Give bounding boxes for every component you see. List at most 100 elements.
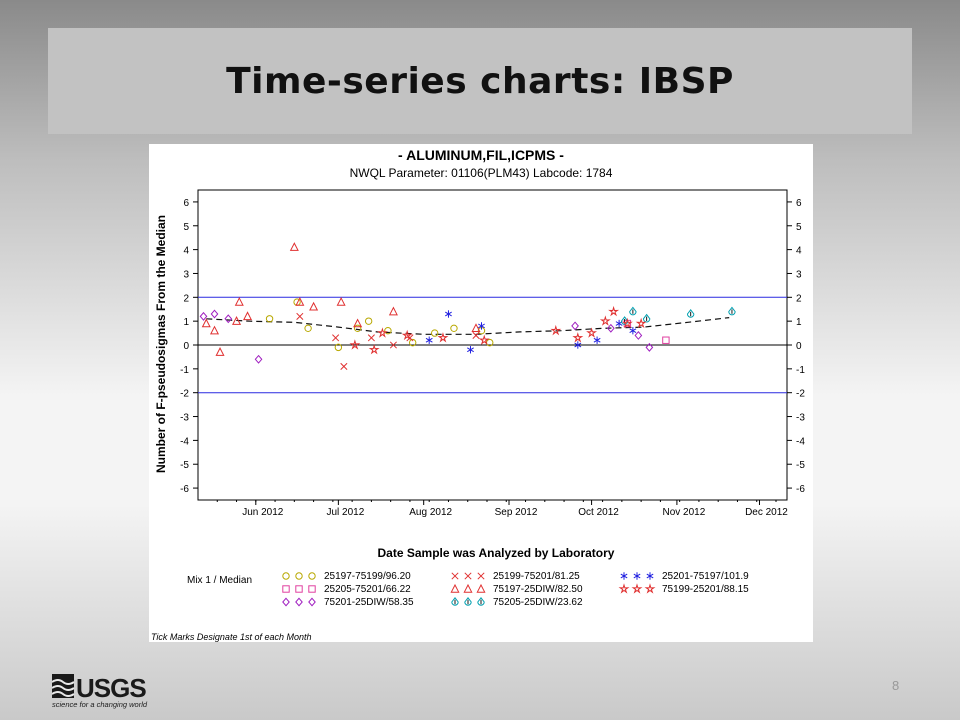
legend-marker (620, 572, 628, 580)
data-point (332, 334, 340, 342)
data-point (634, 330, 643, 340)
y-tick-label-left: 0 (183, 341, 189, 352)
data-point (599, 315, 611, 326)
legend-marker (308, 572, 316, 580)
data-point (384, 326, 392, 335)
data-point (209, 325, 220, 335)
x-tick-label: Dec 2012 (745, 507, 788, 518)
data-point (629, 306, 637, 316)
x-tick-label: Jul 2012 (326, 507, 364, 518)
legend-marker (646, 572, 654, 580)
x-axis-label: Date Sample was Analyzed by Laboratory (378, 546, 615, 560)
trend-line (206, 317, 730, 335)
data-point (388, 306, 398, 316)
x-tick-label: Oct 2012 (578, 507, 619, 518)
y-tick-label-right: 3 (796, 269, 802, 280)
legend-entry: 25205-75201/66.22 (324, 584, 411, 595)
data-point (401, 329, 413, 341)
y-tick-label-left: -1 (180, 365, 189, 376)
legend-marker (451, 572, 459, 580)
legend-marker (463, 583, 473, 593)
y-tick-label-left: -4 (180, 436, 189, 447)
data-point (309, 301, 319, 311)
data-point (629, 326, 637, 335)
data-point (295, 296, 305, 306)
legend-entry: 25199-75201/81.25 (493, 571, 580, 582)
legend-entry: 25201-75197/101.9 (662, 571, 749, 582)
data-point (642, 313, 651, 323)
legend-entry: 75197-25DIW/82.50 (493, 584, 583, 595)
data-point (232, 316, 242, 325)
y-axis-label: Number of F-pseudosigmas From the Median (154, 215, 168, 473)
logo-tagline: science for a changing world (52, 700, 148, 709)
y-tick-label-right: -4 (796, 436, 805, 447)
data-point (243, 311, 253, 321)
data-point (353, 318, 363, 328)
data-point (296, 312, 304, 320)
legend-marker (476, 583, 486, 593)
x-tick-label: Jun 2012 (242, 507, 284, 518)
data-point (376, 327, 388, 338)
data-point (389, 341, 397, 349)
usgs-wave-icon (52, 674, 75, 698)
data-point (368, 344, 380, 355)
legend-marker (464, 596, 472, 606)
data-point (571, 321, 579, 331)
data-point (336, 296, 346, 306)
y-tick-label-left: 4 (183, 246, 189, 257)
data-point (406, 334, 414, 342)
data-point (254, 354, 263, 364)
legend-entry: 75201-25DIW/58.35 (324, 597, 414, 608)
legend-marker (308, 597, 316, 607)
data-point (367, 334, 375, 342)
page-number: 8 (892, 678, 900, 693)
data-point (635, 317, 647, 329)
y-tick-label-left: -2 (180, 389, 189, 400)
data-point (334, 343, 343, 352)
y-tick-label-left: -3 (180, 413, 189, 424)
legend-marker (282, 585, 290, 593)
legend-title: Mix 1 / Median (187, 575, 252, 586)
legend-marker (295, 597, 303, 607)
legend-marker (477, 596, 485, 606)
data-point (686, 308, 695, 318)
y-tick-label-left: 3 (183, 269, 189, 280)
data-point (349, 339, 361, 350)
data-point (593, 336, 601, 344)
y-tick-label-left: 6 (183, 198, 189, 209)
x-tick-label: Nov 2012 (663, 507, 706, 518)
usgs-logo: USGS science for a changing world (52, 673, 148, 709)
y-tick-label-right: -5 (796, 460, 805, 471)
data-point (408, 338, 417, 347)
data-point (289, 242, 299, 251)
y-tick-label-right: -1 (796, 365, 805, 376)
legend-marker (282, 597, 290, 607)
data-point (445, 310, 452, 318)
data-point (265, 315, 274, 323)
data-point (574, 341, 582, 349)
y-tick-label-right: -2 (796, 389, 805, 400)
slide-title-bar: Time-series charts: IBSP (48, 28, 912, 134)
scatter-chart: - ALUMINUM,FIL,ICPMS - NWQL Parameter: 0… (151, 147, 805, 642)
y-tick-label-right: -6 (796, 484, 805, 495)
data-point (472, 331, 480, 340)
data-point (608, 305, 620, 317)
y-tick-label-right: 1 (796, 317, 802, 328)
slide-title: Time-series charts: IBSP (226, 60, 734, 102)
y-tick-label-left: -5 (180, 460, 189, 471)
y-tick-label-left: -6 (180, 484, 189, 495)
chart-subtitle: NWQL Parameter: 01106(PLM43) Labcode: 17… (350, 166, 613, 180)
y-tick-label-right: -3 (796, 413, 805, 424)
data-point (353, 324, 362, 333)
data-point (572, 332, 584, 343)
legend-marker (633, 572, 641, 580)
data-point (340, 362, 348, 371)
data-point (234, 296, 244, 306)
legend-marker (450, 583, 460, 593)
legend-marker (308, 585, 316, 593)
data-point (550, 324, 562, 336)
data-point (467, 346, 474, 354)
data-point (478, 322, 485, 330)
data-point (215, 347, 225, 356)
data-point (437, 332, 449, 343)
